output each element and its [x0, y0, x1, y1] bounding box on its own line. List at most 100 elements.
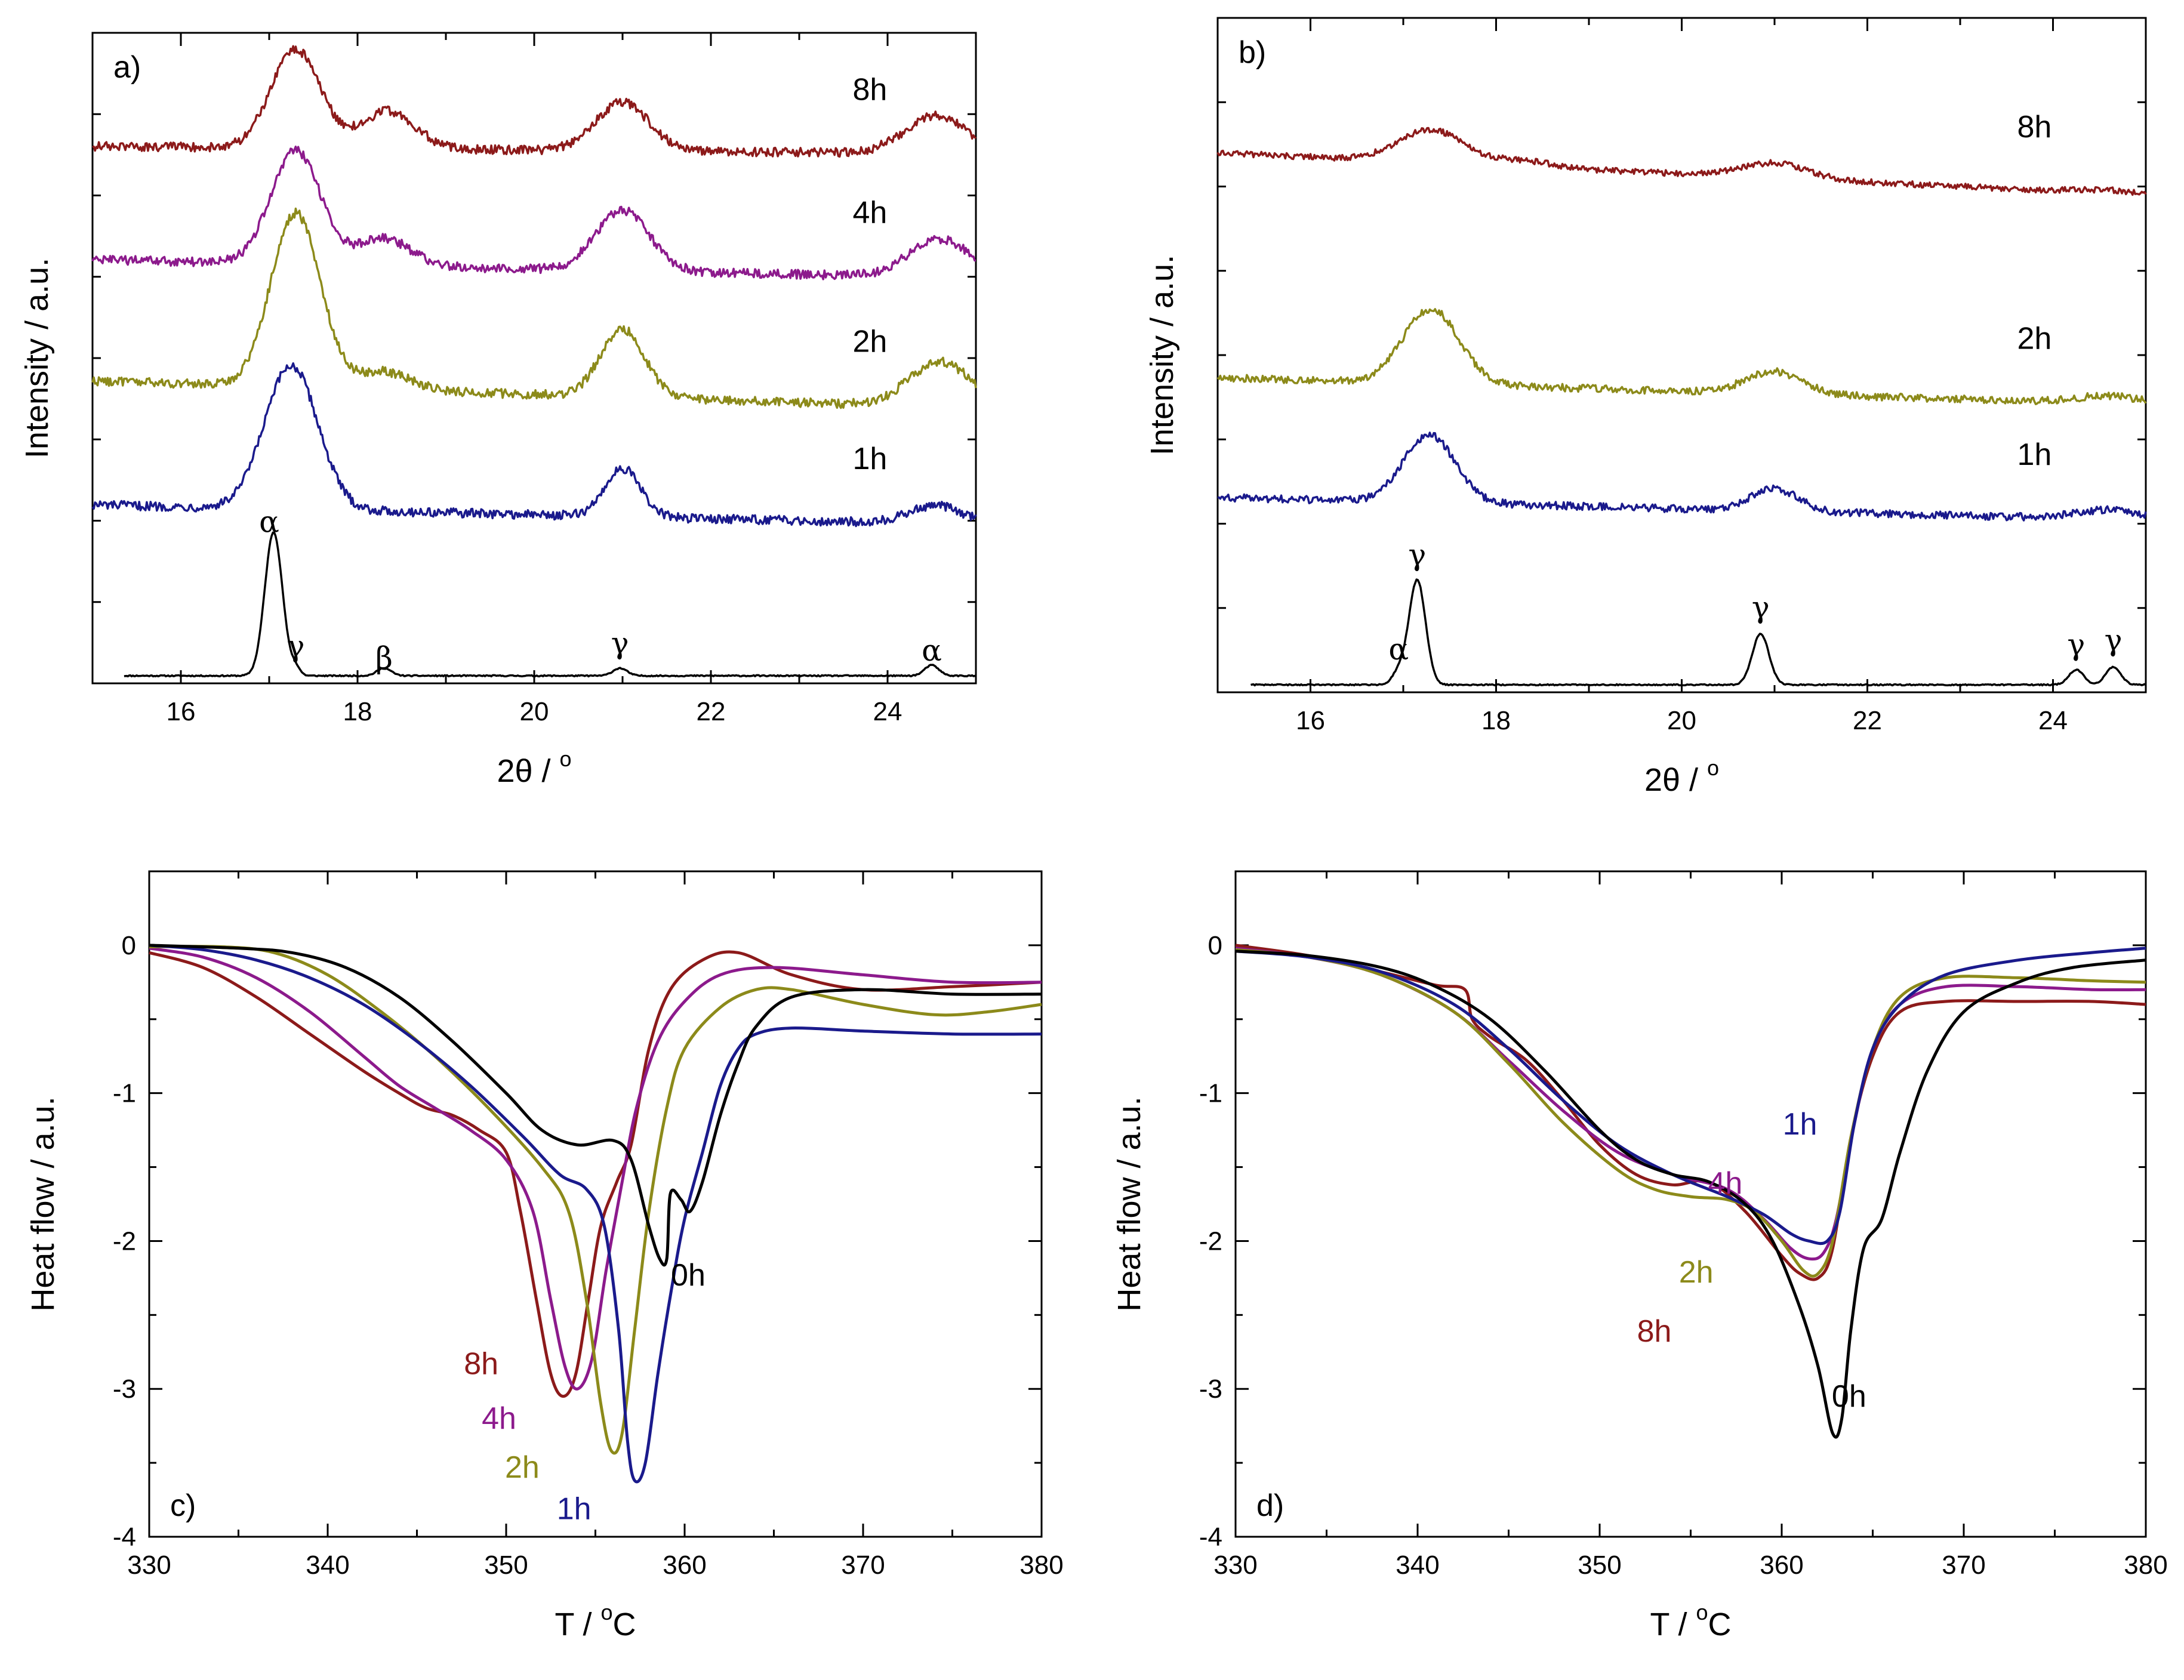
x-axis-label-main-c: T / [555, 1607, 600, 1642]
y-axis-label-c: Heat flow / a.u. [25, 1096, 61, 1311]
x-tick-label-d: 370 [1942, 1550, 1985, 1580]
x-tick-label-d: 350 [1578, 1550, 1621, 1580]
x-axis-label-main-b: 2θ / [1644, 762, 1707, 798]
x-tick-label-a: 22 [697, 697, 726, 726]
y-tick-label-d: -2 [1199, 1226, 1222, 1256]
series-label-8h-a: 8h [852, 73, 887, 107]
dsc-series-1h-c [149, 944, 1042, 1484]
series-label-1h-c: 1h [557, 1491, 592, 1526]
x-tick-label-d: 380 [2124, 1550, 2167, 1580]
x-axis-label-main-a: 2θ / [497, 753, 559, 789]
y-tick-label-d: 0 [1208, 931, 1222, 960]
y-tick-label-d: -1 [1199, 1079, 1222, 1108]
panel-label-d: d) [1256, 1488, 1284, 1523]
series-label-8h-b: 8h [2017, 110, 2051, 144]
series-label-4h-a: 4h [852, 195, 887, 230]
x-tick-label-b: 24 [2038, 706, 2068, 735]
dsc-series-1h-d [1235, 947, 2146, 1246]
series-label-2h-c: 2h [505, 1450, 540, 1485]
peak-label-b: α [1388, 632, 1409, 667]
y-tick-label-c: -1 [113, 1079, 136, 1108]
panel-label-c: c) [170, 1488, 196, 1523]
x-tick-label-a: 24 [873, 697, 902, 726]
dsc-series-0h-c [149, 944, 1042, 1267]
xrd-series-0h-a [124, 531, 977, 678]
peak-label-b: γ [2105, 623, 2123, 658]
x-tick-label-b: 18 [1481, 706, 1511, 735]
series-label-2h-a: 2h [852, 324, 887, 359]
panel-c-dsc: 330 340 350 360 370 380 0 -1 -2 -3 -4 c) T / oC Heat … [25, 870, 1064, 1642]
x-tick-label-b: 22 [1853, 706, 1882, 735]
series-label-0h-c: 0h [671, 1258, 706, 1293]
x-axis-label-sup-b: o [1707, 756, 1719, 780]
y-axis-label-b: Intensity / a.u. [1144, 255, 1180, 455]
x-tick-label-c: 380 [1019, 1550, 1063, 1580]
x-tick-label-a: 18 [343, 697, 372, 726]
series-label-4h-d: 4h [1708, 1166, 1743, 1201]
panel-b-xrd: 16 18 20 22 24 b) 2θ / o Intensity / a.u. 1h 2h 8h… [1144, 17, 2147, 798]
peak-label-a: γ [287, 628, 304, 663]
x-axis-label-c: T / oC [555, 1600, 636, 1642]
x-tick-label-b: 16 [1296, 706, 1325, 735]
x-axis-label-tail-d: C [1708, 1607, 1732, 1642]
peak-label-b: γ [1752, 590, 1770, 624]
panel-label-a: a) [113, 50, 141, 85]
x-tick-label-d: 340 [1396, 1550, 1439, 1580]
series-label-8h-d: 8h [1637, 1314, 1672, 1349]
dsc-series-0h-d [1235, 950, 2146, 1439]
x-tick-label-a: 20 [520, 697, 549, 726]
dsc-series-4h-c [149, 947, 1042, 1391]
y-tick-label-d: -4 [1199, 1522, 1222, 1552]
x-axis-label-sup-a: o [560, 747, 572, 771]
y-tick-label-d: -3 [1199, 1374, 1222, 1404]
xrd-series-2h-b [1216, 308, 2147, 405]
x-tick-label-c: 340 [306, 1550, 349, 1580]
peak-label-a: γ [611, 625, 629, 660]
x-axis-label-d: T / oC [1650, 1600, 1731, 1642]
dsc-series-2h-c [149, 945, 1042, 1455]
xrd-series-4h-a [91, 145, 977, 280]
series-label-8h-c: 8h [464, 1346, 498, 1381]
xrd-series-1h-a [91, 362, 977, 528]
series-label-1h-b: 1h [2017, 437, 2051, 472]
series-label-1h-a: 1h [852, 442, 887, 476]
y-tick-label-c: 0 [122, 931, 136, 960]
xrd-series-1h-b [1217, 431, 2147, 522]
x-axis-label-b: 2θ / o [1644, 756, 1719, 798]
y-tick-label-c: -4 [113, 1522, 136, 1552]
x-tick-label-a: 16 [167, 697, 196, 726]
series-label-2h-b: 2h [2017, 322, 2051, 356]
xrd-series-8h-a [92, 45, 977, 158]
x-tick-label-b: 20 [1667, 706, 1696, 735]
x-axis-label-sup-c: o [601, 1600, 613, 1624]
series-label-4h-c: 4h [482, 1401, 516, 1436]
x-axis-label-main-d: T / [1650, 1607, 1696, 1642]
series-label-2h-d: 2h [1679, 1255, 1714, 1290]
series-label-1h-d: 1h [1783, 1107, 1818, 1142]
y-axis-label-a: Intensity / a.u. [19, 258, 55, 458]
x-tick-label-c: 330 [127, 1550, 171, 1580]
xrd-series-8h-b [1216, 127, 2147, 196]
peak-label-a: β [375, 641, 393, 676]
panel-a-xrd: 16 18 20 22 24 a) 2θ / o Intensity / a.u. 1h 2h 4h… [19, 32, 977, 789]
dsc-series-8h-d [1235, 944, 2146, 1281]
x-tick-label-d: 360 [1760, 1550, 1803, 1580]
y-tick-label-c: -3 [113, 1374, 136, 1404]
peak-label-b: γ [2067, 627, 2085, 662]
xrd-series-2h-a [91, 207, 977, 409]
y-axis-label-d: Heat flow / a.u. [1111, 1096, 1147, 1311]
series-label-0h-d: 0h [1832, 1379, 1866, 1414]
panel-d-dsc: 330 340 350 360 370 380 0 -1 -2 -3 -4 d) T / oC Heat … [1111, 870, 2168, 1642]
x-tick-label-c: 350 [484, 1550, 528, 1580]
x-tick-label-c: 370 [841, 1550, 885, 1580]
x-tick-label-c: 360 [663, 1550, 706, 1580]
y-tick-label-c: -2 [113, 1226, 136, 1256]
peak-label-a: α [922, 633, 942, 668]
dsc-series-8h-c [149, 950, 1042, 1398]
panel-label-b: b) [1239, 35, 1266, 70]
x-axis-label-tail-c: C [613, 1607, 636, 1642]
x-tick-label-d: 330 [1213, 1550, 1257, 1580]
xrd-series-0h-b [1250, 578, 2146, 687]
